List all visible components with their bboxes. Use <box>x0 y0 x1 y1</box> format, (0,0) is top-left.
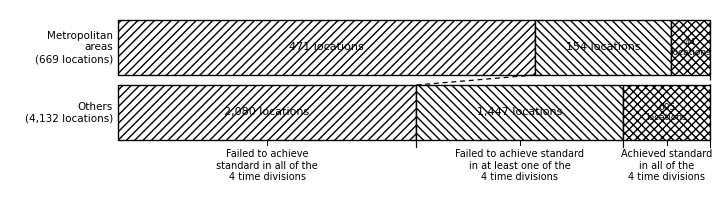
Text: Achieved standard
in all of the
4 time divisions: Achieved standard in all of the 4 time d… <box>621 149 712 182</box>
Bar <box>624 85 710 140</box>
Bar <box>535 20 671 75</box>
Text: Failed to achieve
standard in all of the
4 time divisions: Failed to achieve standard in all of the… <box>216 149 318 182</box>
Text: 2,080 locations: 2,080 locations <box>225 108 310 118</box>
Bar <box>118 85 416 140</box>
Text: 154 locations: 154 locations <box>566 43 640 52</box>
Text: 1,447 locations: 1,447 locations <box>477 108 562 118</box>
Text: Failed to achieve standard
in at least one of the
4 time divisions: Failed to achieve standard in at least o… <box>455 149 584 182</box>
Text: 471 locations: 471 locations <box>289 43 364 52</box>
Text: Others
(4,132 locations): Others (4,132 locations) <box>24 102 113 123</box>
Text: 605
locations: 605 locations <box>647 103 687 122</box>
Bar <box>118 20 535 75</box>
Text: Metropolitan
areas
(669 locations): Metropolitan areas (669 locations) <box>35 31 113 64</box>
Bar <box>416 85 624 140</box>
Text: 44
locations: 44 locations <box>670 38 711 57</box>
Bar <box>671 20 710 75</box>
